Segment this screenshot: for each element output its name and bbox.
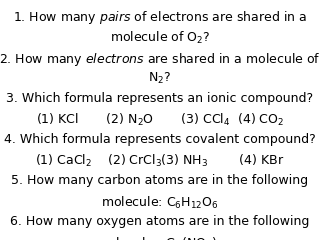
Text: 2. How many $\it{electrons}$ are shared in a molecule of: 2. How many $\it{electrons}$ are shared …	[0, 51, 320, 68]
Text: molecule of O$_2$?: molecule of O$_2$?	[110, 30, 210, 46]
Text: (1) KCl       (2) N$_2$O       (3) CCl$_4$  (4) CO$_2$: (1) KCl (2) N$_2$O (3) CCl$_4$ (4) CO$_2…	[36, 112, 284, 128]
Text: 6. How many oxygen atoms are in the following: 6. How many oxygen atoms are in the foll…	[10, 215, 310, 228]
Text: 3. Which formula represents an ionic compound?: 3. Which formula represents an ionic com…	[6, 92, 314, 105]
Text: (1) CaCl$_2$    (2) CrCl$_3$(3) NH$_3$        (4) KBr: (1) CaCl$_2$ (2) CrCl$_3$(3) NH$_3$ (4) …	[35, 153, 285, 169]
Text: 1. How many $\it{pairs}$ of electrons are shared in a: 1. How many $\it{pairs}$ of electrons ar…	[13, 9, 307, 26]
Text: 5. How many carbon atoms are in the following: 5. How many carbon atoms are in the foll…	[12, 174, 308, 187]
Text: 4. Which formula represents covalent compound?: 4. Which formula represents covalent com…	[4, 133, 316, 146]
Text: N$_2$?: N$_2$?	[148, 71, 172, 86]
Text: molecule: C$_6$H$_{12}$O$_6$: molecule: C$_6$H$_{12}$O$_6$	[101, 195, 219, 211]
Text: molecule:  Ca(NO$_3$)$_2$: molecule: Ca(NO$_3$)$_2$	[96, 236, 224, 240]
